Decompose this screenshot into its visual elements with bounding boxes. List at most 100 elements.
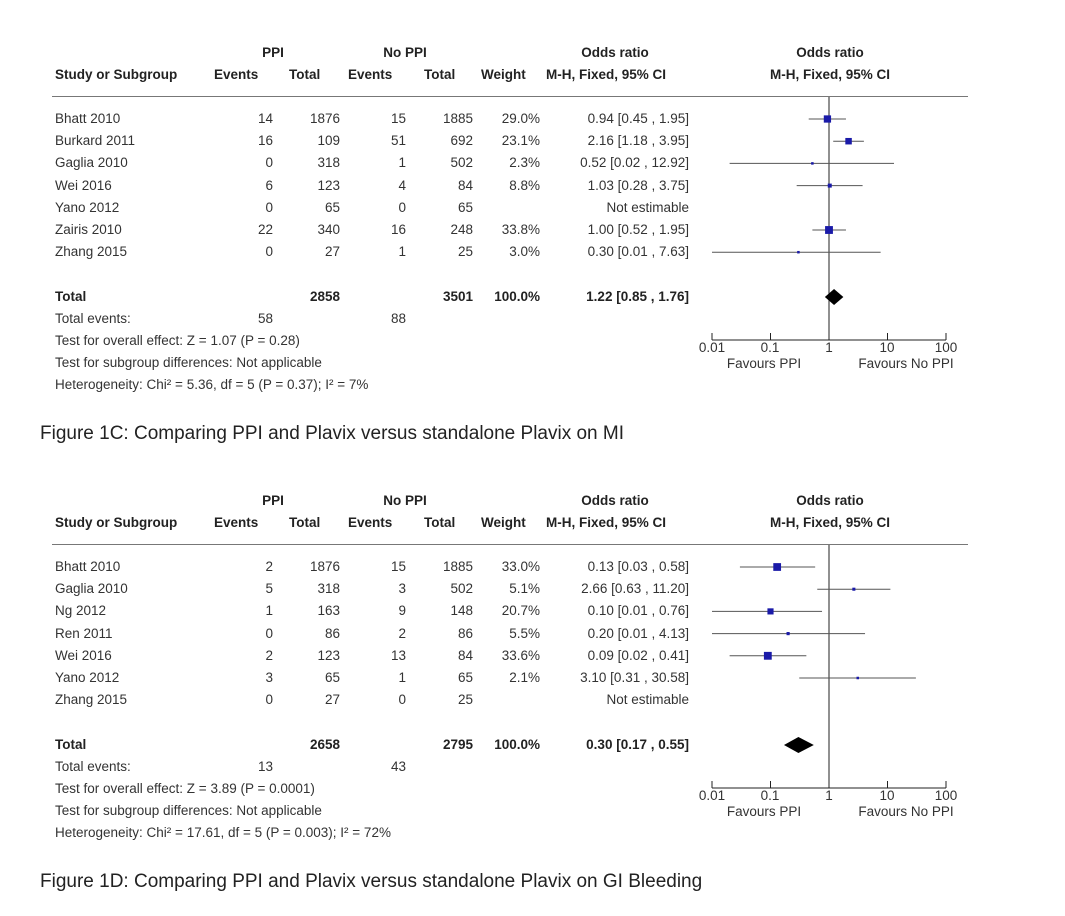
weight: 5.5% <box>509 625 540 641</box>
odds-ratio-ci: 2.16 [1.18 , 3.95] <box>587 133 689 149</box>
events-ppi: 0 <box>265 244 273 260</box>
weight: 3.0% <box>509 244 540 260</box>
tick-label-0.01: 0.01 <box>698 788 726 803</box>
header-plot-odds-ratio: Odds ratio <box>796 493 864 508</box>
tick-label-0.01: 0.01 <box>698 340 726 355</box>
study-marker <box>786 632 790 636</box>
header-total-2: Total <box>424 67 456 82</box>
total-events-e2: 88 <box>390 311 406 326</box>
total-no-ppi: 25 <box>457 244 473 260</box>
header-weight: Weight <box>481 67 526 82</box>
header-events-2: Events <box>348 515 393 530</box>
header-odds-ratio: Odds ratio <box>581 493 649 508</box>
header-study: Study or Subgroup <box>55 67 178 82</box>
events-ppi: 2 <box>265 647 273 663</box>
study-name: Wei 2016 <box>55 647 112 663</box>
total-weight: 100.0% <box>494 737 540 752</box>
odds-ratio-ci: 2.66 [0.63 , 11.20] <box>581 581 689 597</box>
study-name: Bhatt 2010 <box>55 111 121 126</box>
total-ppi: 27 <box>324 692 340 708</box>
total-t2: 3501 <box>442 289 473 304</box>
weight: 8.8% <box>509 177 540 193</box>
total-no-ppi: 502 <box>450 581 473 597</box>
events-ppi: 0 <box>265 625 273 641</box>
header-plot-method: M-H, Fixed, 95% CI <box>769 67 891 82</box>
total-ci: 1.22 [0.85 , 1.76] <box>586 289 689 304</box>
odds-ratio-ci: 0.10 [0.01 , 0.76] <box>587 603 689 619</box>
study-marker <box>823 115 832 123</box>
total-diamond <box>824 289 844 305</box>
study-name: Gaglia 2010 <box>55 155 128 171</box>
total-no-ppi: 692 <box>450 133 473 149</box>
weight: 2.1% <box>509 670 540 685</box>
events-no-ppi: 2 <box>398 625 406 641</box>
total-no-ppi: 25 <box>457 692 473 708</box>
total-t2: 2795 <box>442 737 473 752</box>
total-ppi: 65 <box>324 670 340 685</box>
events-no-ppi: 0 <box>398 199 406 215</box>
total-ppi: 1876 <box>309 111 340 126</box>
total-label: Total <box>55 289 87 304</box>
tick-label-1: 1 <box>825 788 833 803</box>
odds-ratio-ci: 0.13 [0.03 , 0.58] <box>587 559 689 574</box>
total-events-label: Total events: <box>55 759 131 774</box>
events-no-ppi: 15 <box>390 111 406 126</box>
events-no-ppi: 0 <box>398 692 406 708</box>
study-marker <box>773 563 782 571</box>
odds-ratio-ci: 1.03 [0.28 , 3.75] <box>587 177 689 193</box>
events-ppi: 0 <box>265 199 273 215</box>
total-t1: 2858 <box>309 289 340 304</box>
total-ppi: 65 <box>324 199 340 215</box>
events-no-ppi: 9 <box>398 603 406 619</box>
study-marker <box>763 651 772 660</box>
total-no-ppi: 1885 <box>442 559 473 574</box>
odds-ratio-ci: 0.94 [0.45 , 1.95] <box>587 111 689 126</box>
weight: 33.8% <box>501 222 540 237</box>
total-t1: 2658 <box>309 737 340 752</box>
total-ppi: 27 <box>324 244 340 260</box>
total-ppi: 340 <box>317 222 340 237</box>
heterogeneity: Heterogeneity: Chi² = 17.61, df = 5 (P =… <box>55 825 391 840</box>
weight: 20.7% <box>501 603 540 619</box>
total-no-ppi: 86 <box>457 625 473 641</box>
header-odds-ratio: Odds ratio <box>581 45 649 60</box>
total-weight: 100.0% <box>494 289 540 304</box>
overall-effect: Test for overall effect: Z = 1.07 (P = 0… <box>55 333 300 348</box>
favours-right: Favours No PPI <box>858 804 954 819</box>
study-marker <box>856 676 859 680</box>
events-no-ppi: 4 <box>398 177 406 193</box>
study-marker <box>845 137 852 145</box>
events-ppi: 1 <box>265 603 273 619</box>
events-ppi: 0 <box>265 155 273 171</box>
study-name: Yano 2012 <box>55 670 120 685</box>
total-ci: 0.30 [0.17 , 0.55] <box>586 737 689 752</box>
tick-label-1: 1 <box>825 340 833 355</box>
favours-right: Favours No PPI <box>858 356 954 371</box>
total-label: Total <box>55 737 87 752</box>
study-marker <box>827 183 832 188</box>
events-ppi: 3 <box>265 670 273 685</box>
total-diamond <box>783 737 814 753</box>
header-total-2: Total <box>424 515 456 530</box>
favours-left: Favours PPI <box>726 356 802 371</box>
study-name: Ng 2012 <box>55 603 107 619</box>
tick-label-100: 100 <box>934 788 958 803</box>
total-no-ppi: 148 <box>450 603 473 619</box>
total-events-label: Total events: <box>55 311 131 326</box>
odds-ratio-ci: 0.52 [0.02 , 12.92] <box>580 155 689 171</box>
events-no-ppi: 1 <box>398 244 406 260</box>
events-no-ppi: 3 <box>398 581 406 597</box>
header-total-1: Total <box>289 515 321 530</box>
study-marker <box>797 250 800 254</box>
header-ppi: PPI <box>262 493 284 508</box>
header-events-1: Events <box>214 67 259 82</box>
header-no-ppi: No PPI <box>383 493 427 508</box>
tick-label-10: 10 <box>879 340 895 355</box>
events-ppi: 6 <box>265 177 273 193</box>
events-ppi: 22 <box>257 222 273 237</box>
odds-ratio-ci: Not estimable <box>606 199 689 215</box>
total-ppi: 318 <box>317 155 340 171</box>
header-method-ci: M-H, Fixed, 95% CI <box>546 515 667 530</box>
total-ppi: 86 <box>324 625 340 641</box>
events-no-ppi: 13 <box>390 647 406 663</box>
